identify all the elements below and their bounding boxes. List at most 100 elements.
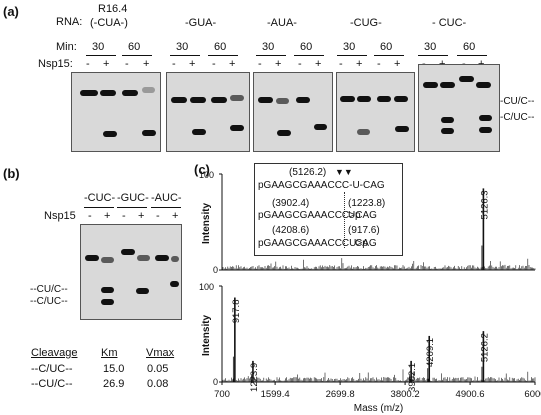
b-product-c-uc: --C/UC--	[30, 296, 68, 307]
peak-label-top-0: 5126.3	[479, 190, 490, 219]
nsp15-sign-g0-0: -	[86, 58, 90, 70]
cleavage-arrows-icon: ▼▼	[335, 167, 353, 177]
time-30-g1: 30	[176, 41, 189, 53]
time-30-g3: 30	[343, 41, 356, 53]
nsp15-sign-g3-0: -	[339, 58, 343, 70]
product-label-cu-c: -CU/C--	[500, 96, 535, 107]
substrate-cug: -CUG-	[350, 17, 382, 29]
y-tick-label-0-bottom: 0	[213, 377, 218, 387]
y-tick-label-100-bottom: 100	[199, 282, 214, 292]
time-30-g4: 30	[424, 41, 437, 53]
x-tick-label-1: 1599.4	[261, 389, 290, 400]
panel-a-label: (a)	[3, 4, 19, 19]
b-substrate-auc: -AUC-	[151, 192, 182, 204]
b-sign-2: -	[122, 210, 126, 222]
b-sign-0: -	[88, 210, 92, 222]
substrate-r164-top: R16.4	[98, 3, 128, 15]
inset-frag3-seq: pGAAGCGAAACCCU>p	[258, 238, 368, 249]
table-header-vmax: Vmax	[146, 347, 175, 359]
nsp15-sign-g1-2: -	[212, 58, 216, 70]
nsp15-sign-g0-3: +	[143, 58, 150, 70]
nsp15-sign-g3-1: +	[356, 58, 363, 70]
peak-label-bottom-2: 3902.1	[407, 363, 418, 392]
time-60-g1: 60	[214, 41, 227, 53]
nsp15-sign-g0-2: -	[125, 58, 129, 70]
y-tick-label-0-top: 0	[213, 265, 218, 275]
noise-top	[222, 258, 536, 270]
peak-label-bottom-3: 4209.1	[425, 338, 436, 367]
fragment-inset: (5126.2) ▼▼ pGAAGCGAAACCC-U-CAG (3902.4)…	[254, 163, 403, 256]
time-60-g3: 60	[380, 41, 393, 53]
inset-top-mass: (5126.2)	[289, 167, 327, 178]
nsp15-sign-g2-2: -	[298, 58, 302, 70]
min-label: Min:	[56, 41, 77, 53]
cleavage-guide	[344, 192, 345, 248]
ylabel-top: Intensity	[201, 202, 212, 244]
b-substrate-guc: -GUC-	[117, 192, 149, 204]
b-sign-3: +	[138, 210, 145, 222]
time-30-g0: 30	[92, 41, 105, 53]
b-sign-4: -	[156, 210, 160, 222]
nsp15-sign-g3-2: -	[377, 58, 381, 70]
panel-c-label: (c)	[194, 162, 210, 177]
ylabel-bottom: Intensity	[201, 314, 212, 356]
mass-spectra: 100 0 Intensity 5126.3 100 0 Intensity 917.8 122…	[199, 170, 541, 414]
product-label-c-uc: -C/UC--	[500, 112, 535, 123]
nsp15-label-b: Nsp15	[44, 210, 76, 222]
panel-b-label: (b)	[3, 166, 20, 181]
x-tick-label-5: 6000	[524, 389, 541, 400]
gel-aua	[253, 72, 333, 152]
table-row-2-cleavage: --CU/C--	[31, 378, 73, 390]
inset-frag4-seq: CAG	[355, 238, 377, 249]
inset-frag1-seq: pGAAGCGAAACCC>p	[258, 210, 361, 221]
x-tick-label-4: 4900.6	[456, 389, 485, 400]
b-substrate-cuc: -CUC-	[84, 192, 116, 204]
substrate-gua: -GUA-	[185, 17, 217, 29]
rna-label: RNA:	[56, 16, 83, 28]
gel-b	[80, 224, 182, 320]
x-tick-label-3: 3800.2	[391, 389, 420, 400]
nsp15-sign-g3-3: +	[394, 58, 401, 70]
b-product-cu-c: --CU/C--	[30, 284, 68, 295]
table-row-2-vmax: 0.08	[147, 378, 169, 390]
y-tick-label-100-top: 100	[199, 170, 214, 180]
table-row-1-cleavage: --C/UC--	[31, 363, 73, 375]
nsp15-sign-g2-0: -	[258, 58, 262, 70]
b-sign-1: +	[104, 210, 111, 222]
nsp15-sign-g1-1: +	[189, 58, 196, 70]
table-row-1-vmax: 0.05	[147, 363, 169, 375]
time-60-g2: 60	[300, 41, 313, 53]
inset-frag1-mass: (3902.4)	[272, 198, 310, 209]
gel-cua	[71, 72, 161, 152]
substrate-cuc: - CUC-	[432, 17, 467, 29]
inset-frag3-mass: (4208.6)	[272, 225, 310, 236]
nsp15-sign-g2-1: +	[275, 58, 282, 70]
nsp15-label-a: Nsp15:	[38, 58, 73, 70]
table-header-cleavage: Cleavage	[31, 347, 78, 359]
x-tick-label-2: 2699.8	[326, 389, 355, 400]
inset-frag2-seq: UCAG	[348, 210, 377, 221]
substrate-cua: (-CUA-)	[90, 17, 128, 29]
nsp15-sign-g1-0: -	[172, 58, 176, 70]
substrate-aua: -AUA-	[267, 17, 297, 29]
peak-label-bottom-4: 5126.2	[479, 333, 490, 362]
x-tick-label-0: 700	[214, 389, 230, 400]
table-row-2-km: 26.9	[103, 378, 125, 390]
time-60-g4: 60	[463, 41, 476, 53]
inset-frag2-mass: (1223.8)	[348, 198, 386, 209]
peak-label-bottom-1: 1223.9	[249, 363, 260, 392]
nsp15-sign-g1-3: +	[229, 58, 236, 70]
nsp15-sign-g0-1: +	[103, 58, 110, 70]
nsp15-sign-g2-3: +	[315, 58, 322, 70]
time-30-g2: 30	[262, 41, 275, 53]
noise-bottom	[222, 369, 536, 382]
peak-label-bottom-0: 917.8	[231, 300, 242, 324]
gel-cug	[336, 72, 415, 152]
gel-gua	[166, 72, 250, 152]
inset-frag4-mass: (917.6)	[348, 225, 380, 236]
xlabel: Mass (m/z)	[354, 403, 403, 414]
table-header-km: Km	[101, 347, 118, 359]
gel-cuc	[418, 64, 500, 152]
time-60-g0: 60	[128, 41, 141, 53]
b-sign-5: +	[172, 210, 179, 222]
